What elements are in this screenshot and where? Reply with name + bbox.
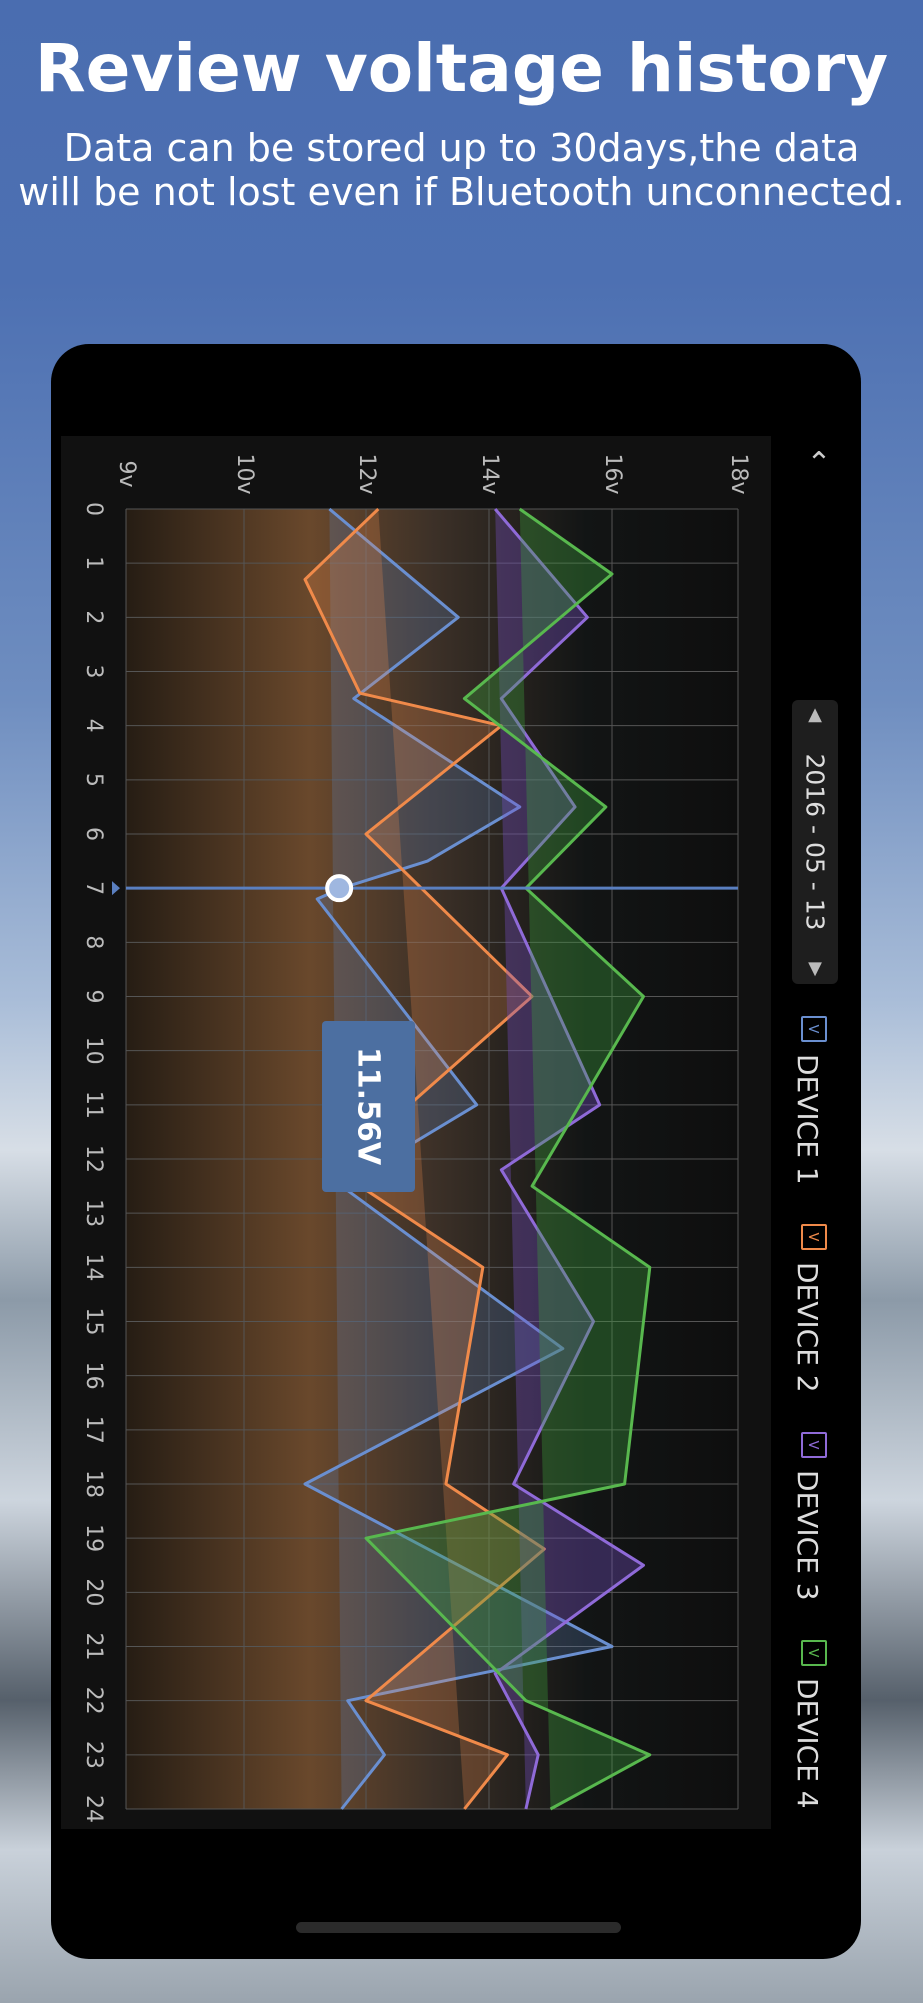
- hour-tick-label: 1: [81, 556, 106, 570]
- subheadline: Data can be stored up to 30days,the data…: [0, 126, 923, 214]
- hour-tick-label: 19: [81, 1524, 106, 1552]
- hour-tick-label: 2: [81, 610, 106, 624]
- checkbox-icon[interactable]: <: [801, 1640, 827, 1666]
- hour-tick-label: 16: [81, 1362, 106, 1390]
- voltage-tick-label: 9v: [114, 460, 139, 487]
- date-value: 2016 - 05 - 13: [800, 753, 830, 931]
- subheadline-line-1: Data can be stored up to 30days,the data: [63, 126, 860, 170]
- legend-label: DEVICE 4: [791, 1678, 824, 1809]
- hour-tick-label: 12: [81, 1145, 106, 1173]
- hour-tick-label: 11: [81, 1091, 106, 1119]
- hour-tick-label: 18: [81, 1470, 106, 1498]
- chevron-up-icon[interactable]: ⌃: [806, 446, 832, 481]
- selection-point: [325, 874, 354, 903]
- series-area-1: [305, 509, 612, 1809]
- voltage-chart-panel[interactable]: 0 1 2 3 4 5 6 7 8 9 10 11 12 13 14 15 16 17 18 19 20 21 22 23 24…: [61, 436, 771, 1829]
- hour-tick-label: 17: [81, 1416, 106, 1444]
- headline: Review voltage history: [34, 30, 889, 107]
- date-prev-icon[interactable]: ▲: [808, 704, 822, 725]
- home-indicator[interactable]: [296, 1922, 621, 1933]
- legend-item-device-1[interactable]: < DEVICE 1: [791, 1016, 852, 1216]
- voltage-tick-label: 10v: [232, 453, 257, 494]
- series-line-1: [303, 507, 614, 1810]
- hour-tick-label: 15: [81, 1308, 106, 1336]
- checkbox-icon[interactable]: <: [801, 1432, 827, 1458]
- selection-marker-icon: [112, 881, 120, 896]
- voltage-chart[interactable]: 0123456789101112131415161718192021222324…: [61, 436, 771, 1829]
- hour-tick-label: 4: [81, 719, 106, 733]
- hour-tick-label: 6: [81, 827, 106, 841]
- legend-item-device-4[interactable]: < DEVICE 4: [791, 1640, 852, 1840]
- hour-tick-label: 10: [81, 1037, 106, 1065]
- hour-tick-label: 13: [81, 1199, 106, 1227]
- voltage-tick-label: 14v: [477, 453, 502, 494]
- date-next-icon[interactable]: ▼: [808, 958, 822, 979]
- voltage-tooltip: 11.56V: [322, 1021, 415, 1192]
- series-area-3: [495, 509, 644, 1809]
- series-line-4: [364, 507, 652, 1811]
- hour-tick-label: 9: [81, 990, 106, 1004]
- voltage-tick-label: 12v: [354, 453, 379, 494]
- hour-tick-label: 3: [81, 665, 106, 679]
- hour-tick-label: 14: [81, 1253, 106, 1281]
- legend-item-device-3[interactable]: < DEVICE 3: [791, 1432, 852, 1632]
- checkbox-icon[interactable]: <: [801, 1224, 827, 1250]
- phone-screen: 0 1 2 3 4 5 6 7 8 9 10 11 12 13 14 15 16 17 18 19 20 21 22 23 24…: [51, 344, 861, 1959]
- hour-tick-label: 23: [81, 1741, 106, 1769]
- legend-label: DEVICE 3: [791, 1470, 824, 1601]
- hour-tick-label: 5: [81, 773, 106, 787]
- hour-tick-label: 21: [81, 1633, 106, 1661]
- date-picker[interactable]: ▲ 2016 - 05 - 13 ▼: [792, 700, 838, 984]
- series-line-3: [493, 508, 645, 1810]
- hour-tick-label: 20: [81, 1578, 106, 1606]
- tooltip-value: 11.56V: [350, 1046, 386, 1166]
- legend-label: DEVICE 1: [791, 1054, 824, 1185]
- device-legend: < DEVICE 1 < DEVICE 2 < DEVICE 3 < DEVIC…: [791, 1016, 852, 1876]
- legend-label: DEVICE 2: [791, 1262, 824, 1393]
- hour-tick-label: 8: [81, 935, 106, 949]
- legend-item-device-2[interactable]: < DEVICE 2: [791, 1224, 852, 1424]
- voltage-tick-label: 18v: [726, 453, 751, 494]
- voltage-tick-label: 16v: [600, 453, 625, 494]
- checkbox-icon[interactable]: <: [801, 1016, 827, 1042]
- hour-tick-label: 24: [81, 1795, 106, 1823]
- hour-tick-label: 22: [81, 1687, 106, 1715]
- hour-tick-label: 0: [81, 502, 106, 516]
- subheadline-line-2: will be not lost even if Bluetooth uncon…: [18, 170, 905, 214]
- hour-tick-label: 7: [81, 881, 106, 895]
